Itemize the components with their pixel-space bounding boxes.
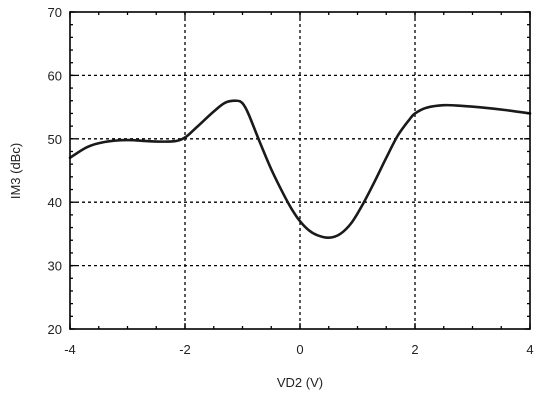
axis-ticks — [69, 11, 531, 330]
y-tick-labels: 20 30 40 50 60 70 — [48, 5, 62, 337]
y-tick-label: 60 — [48, 68, 62, 83]
x-tick-label: -2 — [179, 342, 191, 357]
y-tick-label: 50 — [48, 132, 62, 147]
x-tick-label: 2 — [411, 342, 418, 357]
x-tick-label: 0 — [296, 342, 303, 357]
x-tick-label: -4 — [64, 342, 76, 357]
x-tick-label: 4 — [526, 342, 533, 357]
y-tick-label: 20 — [48, 322, 62, 337]
x-axis-title: VD2 (V) — [277, 375, 323, 390]
y-axis-title: IM3 (dBc) — [8, 143, 23, 199]
y-tick-label: 70 — [48, 5, 62, 20]
y-tick-label: 30 — [48, 259, 62, 274]
series-line-0 — [68, 99, 532, 240]
y-tick-label: 40 — [48, 195, 62, 210]
series-layer — [68, 99, 532, 240]
x-tick-labels: -4 -2 0 2 4 — [64, 342, 533, 357]
grid-lines — [70, 12, 530, 329]
